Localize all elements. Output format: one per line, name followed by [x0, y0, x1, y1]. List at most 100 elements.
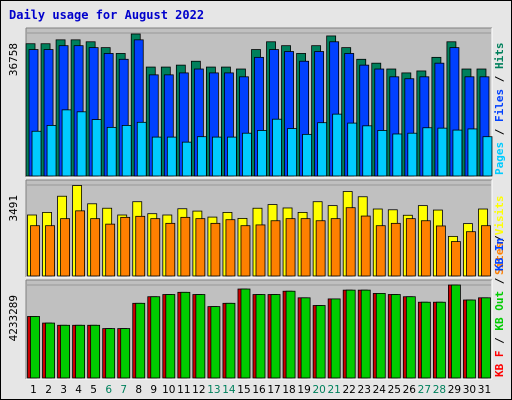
bar-pages-day-10	[166, 136, 177, 177]
bar-sites-day-12	[195, 218, 206, 277]
bar-kb-out-day-14	[225, 302, 236, 379]
bar-kb-out-day-4	[75, 324, 86, 379]
bar-sites-day-19	[300, 218, 311, 277]
chart-title: Daily usage for August 2022	[9, 8, 204, 22]
bar-pages-day-3	[61, 109, 72, 177]
bar-kb-out-day-5	[90, 324, 101, 379]
bar-kb-out-day-13	[210, 306, 221, 379]
bar-pages-day-24	[377, 130, 388, 177]
bar-pages-day-9	[151, 136, 162, 177]
bar-pages-day-22	[347, 122, 358, 177]
bar-sites-day-2	[45, 225, 55, 277]
legend-entry: KB F	[493, 351, 506, 378]
day-label-7: 7	[120, 384, 127, 396]
bar-kb-out-day-21	[330, 298, 341, 379]
panel-hits-files-pages: 36758 Pages / Files / Hits	[7, 27, 506, 178]
bar-sites-day-28	[435, 225, 446, 277]
day-label-8: 8	[135, 384, 142, 396]
day-label-25: 25	[388, 384, 401, 396]
bar-sites-day-5	[90, 218, 101, 277]
legend-entry: /	[493, 271, 506, 291]
day-label-4: 4	[75, 384, 82, 396]
legend-entry: Visits	[493, 196, 506, 236]
bar-sites-day-17	[270, 220, 281, 277]
legend-hits-files-pages: Pages / Files / Hits	[493, 43, 506, 176]
bar-pages-day-18	[287, 128, 297, 177]
bar-kb-out-day-17	[270, 294, 281, 379]
bar-pages-day-1	[31, 130, 42, 177]
legend-entry: Hits	[493, 43, 506, 70]
bar-kb-out-day-6	[105, 328, 116, 379]
bar-sites-day-11	[180, 216, 191, 277]
bar-kb-out-day-16	[255, 294, 266, 379]
day-label-10: 10	[162, 384, 175, 396]
legend-entry: Sites	[493, 242, 506, 275]
bar-sites-day-24	[375, 225, 386, 277]
bar-pages-day-25	[392, 133, 403, 177]
bar-sites-day-29	[451, 241, 461, 277]
day-label-19: 19	[297, 384, 310, 396]
bar-pages-day-29	[452, 129, 463, 177]
bar-kb-out-day-2	[45, 322, 55, 379]
bar-kb-out-day-26	[405, 296, 416, 379]
bar-sites-day-9	[150, 218, 161, 277]
day-label-6: 6	[105, 384, 112, 396]
bar-kb-out-day-28	[435, 301, 446, 379]
bar-kb-out-day-22	[345, 289, 356, 379]
bar-sites-day-3	[60, 218, 70, 277]
bar-sites-day-21	[330, 218, 341, 277]
bar-kb-out-day-10	[165, 294, 176, 379]
panel-kbin-kbout: 4233289 KB F / KB Out / KB In	[7, 238, 506, 380]
bar-pages-day-16	[257, 130, 267, 177]
bar-sites-day-1	[30, 225, 40, 277]
day-label-26: 26	[403, 384, 417, 396]
bar-kb-out-day-7	[120, 328, 131, 379]
bar-kb-out-day-19	[300, 297, 311, 379]
bar-sites-day-31	[481, 225, 491, 277]
legend-separator: /	[493, 69, 506, 89]
legend-entry: KB In	[493, 238, 506, 271]
bar-kb-out-day-11	[180, 291, 191, 379]
bar-pages-day-5	[91, 119, 102, 177]
bar-kb-out-day-23	[360, 289, 371, 379]
bar-pages-day-8	[136, 121, 147, 177]
day-label-13: 13	[207, 384, 220, 396]
legend-kbin-kbout: KB F / KB Out / KB In	[493, 238, 506, 377]
day-label-24: 24	[373, 384, 387, 396]
legend-entry: Pages	[493, 142, 506, 175]
ymax-label: 4233289	[7, 295, 20, 341]
day-label-9: 9	[150, 384, 157, 396]
day-label-11: 11	[177, 384, 190, 396]
day-label-28: 28	[433, 384, 446, 396]
bar-pages-day-14	[227, 136, 237, 177]
legend-entry: /	[493, 235, 506, 242]
bar-sites-day-16	[255, 224, 266, 277]
day-label-21: 21	[327, 384, 340, 396]
bar-kb-out-day-29	[451, 284, 461, 379]
bar-sites-day-7	[120, 216, 131, 277]
day-label-23: 23	[358, 384, 371, 396]
bar-pages-day-20	[317, 122, 328, 177]
day-label-30: 30	[463, 384, 476, 396]
bar-sites-day-18	[285, 218, 296, 277]
bar-pages-day-19	[302, 133, 313, 177]
bar-kb-out-day-30	[466, 299, 476, 379]
day-label-3: 3	[60, 384, 67, 396]
bar-kb-out-day-27	[420, 301, 431, 379]
bar-pages-day-15	[242, 132, 252, 177]
legend-entry: Files	[493, 89, 506, 122]
panel-visits-sites: 3491 Sites/Visits	[7, 179, 506, 278]
bar-sites-day-4	[75, 210, 86, 277]
day-label-20: 20	[312, 384, 325, 396]
day-label-12: 12	[192, 384, 205, 396]
day-axis: 1 2 3 4 5 6 7 8 9 10 11 12 13 14 15 16 17 18 19 20 21 22 23 24 2…	[30, 384, 491, 396]
bar-pages-day-11	[181, 141, 192, 177]
bar-sites-day-10	[165, 222, 176, 277]
bar-pages-day-7	[121, 125, 132, 177]
day-label-27: 27	[418, 384, 431, 396]
bar-sites-day-14	[225, 219, 236, 277]
bar-sites-day-20	[315, 220, 326, 277]
bar-sites-day-25	[390, 222, 401, 277]
